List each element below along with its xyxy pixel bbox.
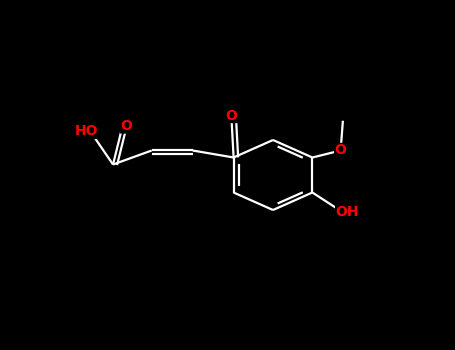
- Text: O: O: [225, 108, 237, 122]
- Text: O: O: [121, 119, 132, 133]
- Text: O: O: [335, 144, 347, 158]
- Text: HO: HO: [75, 124, 98, 138]
- Text: OH: OH: [336, 205, 359, 219]
